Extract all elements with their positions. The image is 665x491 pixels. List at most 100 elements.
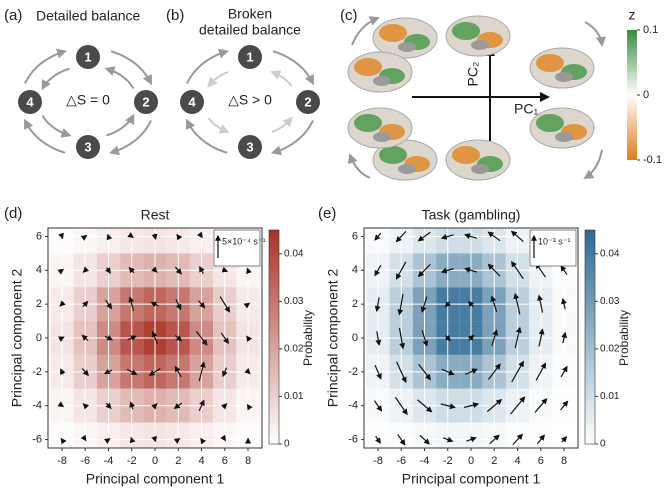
scale-box (213, 229, 261, 267)
state-label: 1 (246, 49, 253, 64)
flux-arrow (560, 265, 568, 275)
flux-arrow (534, 398, 548, 413)
panel-title: Broken (228, 6, 272, 22)
panel-label: (a) (4, 7, 22, 24)
flux-arrow (487, 363, 501, 380)
flux-arrow (489, 434, 500, 445)
transition-arrow (24, 48, 68, 84)
flux-arrow (420, 296, 428, 313)
y-tick-label: -2 (32, 366, 42, 378)
transition-arrow (271, 116, 293, 133)
flux-arrow (106, 233, 113, 241)
flux-arrow (419, 434, 431, 445)
colorbar-tick-label: 0.01 (284, 391, 304, 402)
brain-map (529, 107, 595, 149)
flux-arrow (195, 330, 208, 346)
flux-arrow (510, 230, 524, 242)
flux-arrow (417, 263, 431, 278)
colorbar-tick-label: 0 (284, 439, 290, 450)
flux-arrow (444, 301, 451, 308)
panel-title: detailed balance (199, 22, 301, 38)
flux-arrow (464, 267, 477, 273)
flux-arrow (127, 232, 134, 239)
colorbar-tick-label: 0.01 (600, 391, 620, 402)
y-tick-label: -6 (32, 433, 42, 445)
flux-arrow (151, 403, 158, 410)
brain-patch (471, 40, 489, 50)
flux-arrow (198, 399, 205, 412)
scale-label: 5×10⁻⁴ s⁻¹ (222, 236, 266, 246)
brain-map (529, 47, 595, 89)
brain-patch (555, 72, 573, 82)
flux-arrow (444, 334, 451, 342)
y-tick-label: 2 (352, 298, 358, 310)
scale-box (529, 229, 577, 267)
flux-arrow (441, 368, 455, 376)
flux-arrow (57, 401, 65, 408)
flux-arrow (560, 400, 569, 411)
brain-map (372, 17, 438, 59)
transition-arrow (186, 48, 230, 84)
flux-arrow (246, 403, 253, 411)
flux-arrow (80, 234, 88, 241)
state-label: 2 (304, 94, 311, 109)
colorbar-tick-label: 0.03 (600, 296, 620, 307)
flux-arrow (128, 296, 135, 312)
colorbar-label: Probability (617, 310, 631, 366)
flux-arrow (127, 335, 137, 341)
y-axis-label: Principal component 2 (325, 269, 341, 408)
colorbar-tick-label: -0.1 (643, 154, 662, 166)
x-tick-label: 4 (514, 455, 520, 467)
scale-label: 10⁻³ s⁻¹ (538, 236, 571, 246)
flux-arrow (151, 435, 157, 443)
brain-map (372, 139, 438, 181)
flux-arrow (176, 233, 183, 241)
flux-arrow (511, 260, 524, 280)
flux-arrow (196, 231, 203, 239)
y-tick-label: -2 (348, 366, 358, 378)
x-tick-label: -8 (57, 455, 67, 467)
flux-arrow (464, 233, 477, 239)
x-tick-label: 4 (198, 455, 204, 467)
flux-arrow (199, 265, 205, 274)
flux-arrow (246, 267, 252, 275)
flux-arrow (395, 230, 407, 243)
transition-arrow (270, 70, 293, 87)
flux-arrow (151, 330, 158, 345)
flux-arrow (487, 263, 501, 277)
flux-arrow (105, 299, 113, 310)
y-tick-label: 0 (352, 332, 358, 344)
state-label: 4 (26, 94, 34, 109)
flux-arrow (535, 362, 547, 381)
flux-arrow (105, 402, 112, 410)
flux-arrow (511, 360, 524, 383)
transition-arrow (270, 120, 314, 156)
flux-arrow (220, 434, 227, 442)
transition-arrow (207, 71, 229, 88)
transition-arrow (186, 118, 228, 154)
transition-arrow (108, 120, 152, 156)
flux-arrow (537, 294, 544, 313)
brain-patch (452, 22, 480, 40)
colorbar-tick-label: 0.02 (600, 344, 620, 355)
entropy-label: △S > 0 (228, 92, 272, 108)
flux-arrow (560, 436, 568, 443)
transition-arrow (110, 50, 152, 86)
axis-label: PC₁ (514, 101, 538, 117)
flux-arrow (244, 368, 251, 375)
x-tick-label: 6 (538, 455, 544, 467)
brain-patch (379, 146, 407, 164)
flux-arrow (538, 328, 545, 347)
flux-arrow (467, 300, 475, 308)
state-label: 3 (246, 139, 253, 154)
x-tick-label: -8 (373, 455, 383, 467)
state-node (134, 90, 158, 114)
flux-arrow (394, 396, 408, 416)
brain-patch (373, 132, 391, 142)
y-tick-label: 0 (36, 332, 42, 344)
x-axis-label: Principal component 1 (402, 471, 541, 487)
flux-arrow (395, 261, 407, 280)
flux-arrow (536, 434, 546, 445)
y-tick-label: -4 (32, 400, 42, 412)
